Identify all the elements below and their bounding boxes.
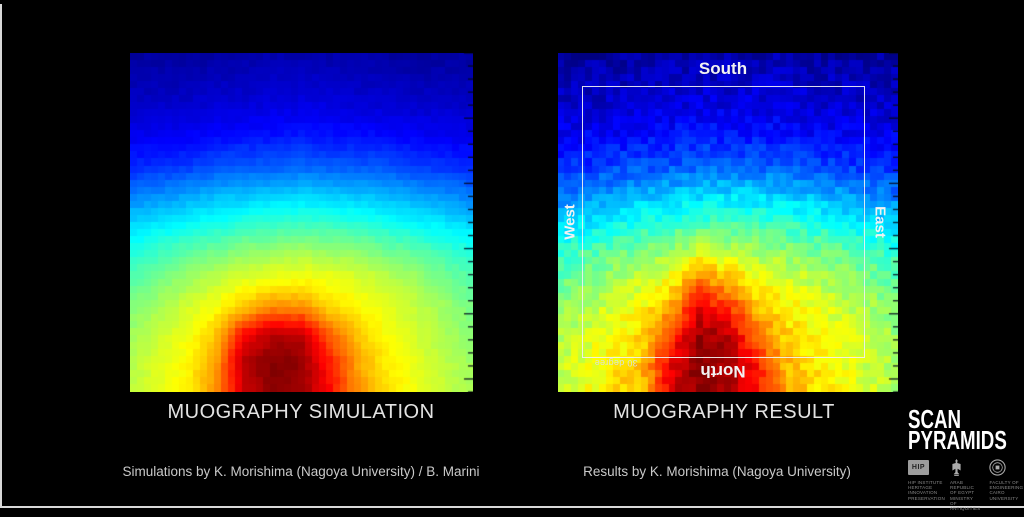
egypt-ministry-text: Arab Republic of Egypt Ministry of Antiq… [950, 480, 981, 512]
scanpyramids-logo-line2: PYRAMIDS [908, 425, 1007, 455]
scanpyramids-logo: SCAN PYRAMIDS HIP HIP Institute Heritage… [908, 404, 1024, 511]
hip-institute-partner: HIP HIP Institute Heritage Innovation Pr… [908, 459, 945, 501]
simulation-caption: Simulations by K. Morishima (Nagoya Univ… [122, 464, 480, 479]
result-title: MUOGRAPHY RESULT [613, 401, 835, 423]
west-label: West [561, 204, 579, 240]
cairo-university-text: Faculty of Engineering Cairo University [989, 480, 1024, 501]
cairo-university-seal-icon [989, 459, 1007, 476]
result-caption: Results by K. Morishima (Nagoya Universi… [583, 464, 851, 479]
hip-institute-logo: HIP [908, 459, 929, 476]
slide-border-left [0, 4, 2, 508]
scanpyramids-logo-line1: SCAN [908, 404, 962, 434]
partner-logos: HIP HIP Institute Heritage Innovation Pr… [908, 459, 1024, 511]
simulation-heatmap [130, 53, 473, 392]
result-panel: South West East North 30 degree [558, 53, 898, 392]
egypt-ministry-eagle-icon [950, 459, 963, 476]
simulation-panel [130, 53, 473, 392]
cairo-university-partner: Faculty of Engineering Cairo University [989, 459, 1024, 501]
egypt-ministry-partner: Arab Republic of Egypt Ministry of Antiq… [950, 459, 980, 511]
north-label: North [700, 362, 746, 381]
east-label: East [871, 206, 889, 238]
hip-institute-text: HIP Institute Heritage Innovation Preser… [908, 480, 945, 501]
result-heatmap [558, 53, 898, 392]
south-label: South [698, 59, 748, 78]
simulation-title: MUOGRAPHY SIMULATION [167, 401, 435, 423]
degree-annotation: 30 degree [594, 358, 638, 368]
slide-border-bottom [0, 506, 1024, 508]
